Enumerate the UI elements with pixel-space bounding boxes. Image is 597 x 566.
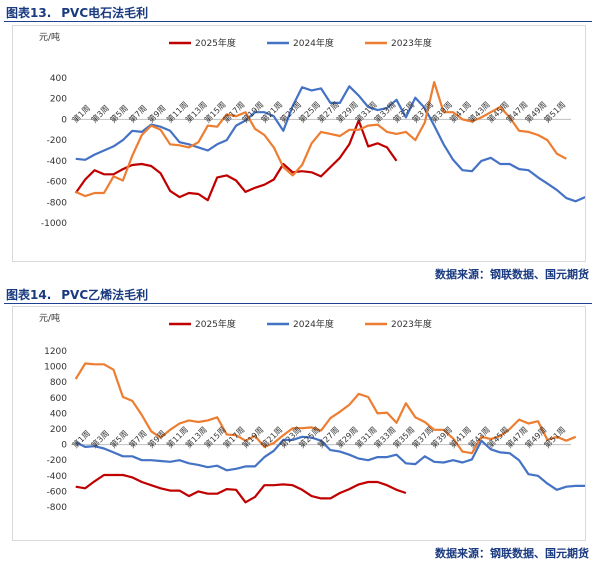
figure-14-number: 图表14. <box>6 288 52 302</box>
y-tick-label: 200 <box>50 95 67 105</box>
x-tick-label: 第51周 <box>542 99 568 125</box>
figure-14-rule <box>4 303 592 304</box>
figure-13-name: PVC电石法毛利 <box>61 6 149 20</box>
y-tick-label: -800 <box>47 198 68 208</box>
legend-label: 2023年度 <box>391 37 432 49</box>
unit-label: 元/吨 <box>39 31 60 43</box>
y-tick-label: -400 <box>47 472 68 482</box>
y-tick-label: 400 <box>50 409 67 419</box>
figure-13-title: 图表13. PVC电石法毛利 <box>6 4 148 21</box>
x-tick-label: 第5周 <box>108 103 130 125</box>
figure-13-rule <box>4 21 592 22</box>
y-tick-label: 0 <box>61 115 67 125</box>
chart-pvc-ethylene-margin: 元/吨 1200 1000 800 600 400 200 0 -200 -400 -600 -800… <box>39 312 586 513</box>
chart-pvc-carbide-margin: 元/吨 400 200 0 -200 -400 -600 -800 -1000 第1周第3周第5周… <box>39 31 586 229</box>
y-tick-label: -600 <box>47 487 68 497</box>
y-tick-label: -200 <box>47 456 68 466</box>
chart-frame-14: 元/吨 1200 1000 800 600 400 200 0 -200 -400 -600 -800… <box>12 306 586 541</box>
y-tick-label: 800 <box>50 378 67 388</box>
legend-label: 2024年度 <box>293 318 334 330</box>
chart-frame-13: 元/吨 400 200 0 -200 -400 -600 -800 -1000 第1周 第3周 第5周… <box>12 25 586 262</box>
figure-14-name: PVC乙烯法毛利 <box>61 288 149 302</box>
y-tick-label: -400 <box>47 157 68 167</box>
y-tick-label: -1000 <box>41 219 67 229</box>
series-line-2023年度 <box>74 362 577 455</box>
y-tick-label: 0 <box>61 441 67 451</box>
legend-label: 2023年度 <box>391 318 432 330</box>
series-line-2025年度 <box>74 119 398 202</box>
x-tick-label: 第9周 <box>146 428 168 450</box>
legend-label: 2025年度 <box>195 318 236 330</box>
unit-label: 元/吨 <box>39 312 60 324</box>
y-tick-label: 400 <box>50 74 67 84</box>
y-tick-label: 200 <box>50 425 67 435</box>
x-tick-label: 第3周 <box>89 103 111 125</box>
series-line-2025年度 <box>75 473 407 504</box>
legend-label: 2025年度 <box>195 37 236 49</box>
legend-label: 2024年度 <box>293 37 334 49</box>
y-tick-label: -600 <box>47 178 68 188</box>
y-tick-label: -200 <box>47 136 68 146</box>
x-tick-label: 第7周 <box>127 428 149 450</box>
series-line-2024年度 <box>75 85 586 203</box>
y-tick-label: -800 <box>47 503 68 513</box>
figure-14-title: 图表14. PVC乙烯法毛利 <box>6 286 148 303</box>
x-tick-label: 第1周 <box>70 103 92 125</box>
figure-13-source: 数据来源：钢联数据、国元期货 <box>435 268 589 281</box>
x-tick-label: 第9周 <box>146 103 168 125</box>
series-line-2023年度 <box>75 80 567 198</box>
x-tick-label: 第5周 <box>108 428 130 450</box>
figure-13-number: 图表13. <box>6 6 52 20</box>
y-tick-label: 600 <box>50 394 67 404</box>
y-tick-label: 1000 <box>44 363 67 373</box>
y-tick-label: 1200 <box>44 347 67 357</box>
figure-14-source: 数据来源：钢联数据、国元期货 <box>435 547 589 560</box>
x-tick-label: 第7周 <box>127 103 149 125</box>
series-line-2024年度 <box>75 435 586 491</box>
